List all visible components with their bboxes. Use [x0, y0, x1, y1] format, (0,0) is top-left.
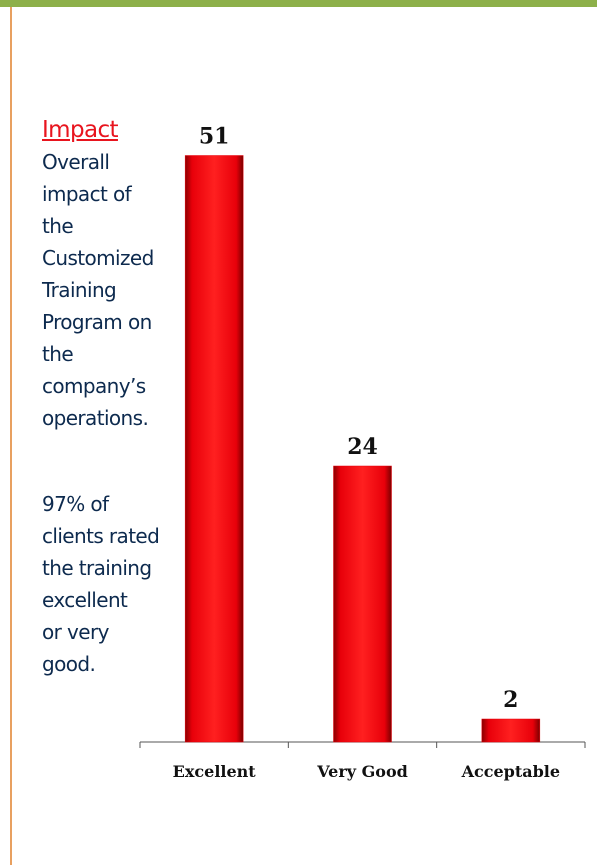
- text-line: operations.: [42, 406, 149, 430]
- left-border: [10, 7, 12, 865]
- x-tick-label: Very Good: [316, 762, 408, 781]
- text-line: impact of: [42, 182, 132, 206]
- text-line: the: [42, 214, 74, 238]
- data-label: 51: [199, 124, 230, 150]
- text-line: Program on: [42, 310, 152, 334]
- text-line: company’s: [42, 374, 146, 398]
- bar: [333, 465, 392, 743]
- text-line: excellent: [42, 588, 128, 612]
- data-label: 24: [347, 434, 378, 460]
- text-line: 97% of: [42, 492, 109, 516]
- bar: [184, 155, 244, 743]
- text-line: Training: [42, 278, 117, 302]
- x-tick-label: Excellent: [173, 762, 257, 781]
- text-line: Customized: [42, 246, 154, 270]
- x-tick-label: Acceptable: [461, 762, 560, 781]
- bar: [481, 718, 541, 743]
- top-bar: [0, 0, 597, 7]
- heading: Impact: [42, 117, 119, 143]
- text-line: or very: [42, 620, 109, 644]
- side-text: Impact Overall impact of the Customized Trai…: [42, 114, 182, 680]
- text-line: clients rated: [42, 524, 160, 548]
- paragraph: 97% of clients rated the training excellent…: [42, 488, 182, 680]
- paragraph: Overall impact of the Customized Training Pro…: [42, 146, 182, 434]
- text-line: the: [42, 342, 74, 366]
- data-label: 2: [503, 687, 518, 713]
- text-line: the training: [42, 556, 152, 580]
- text-line: good.: [42, 652, 96, 676]
- text-line: Overall: [42, 150, 110, 174]
